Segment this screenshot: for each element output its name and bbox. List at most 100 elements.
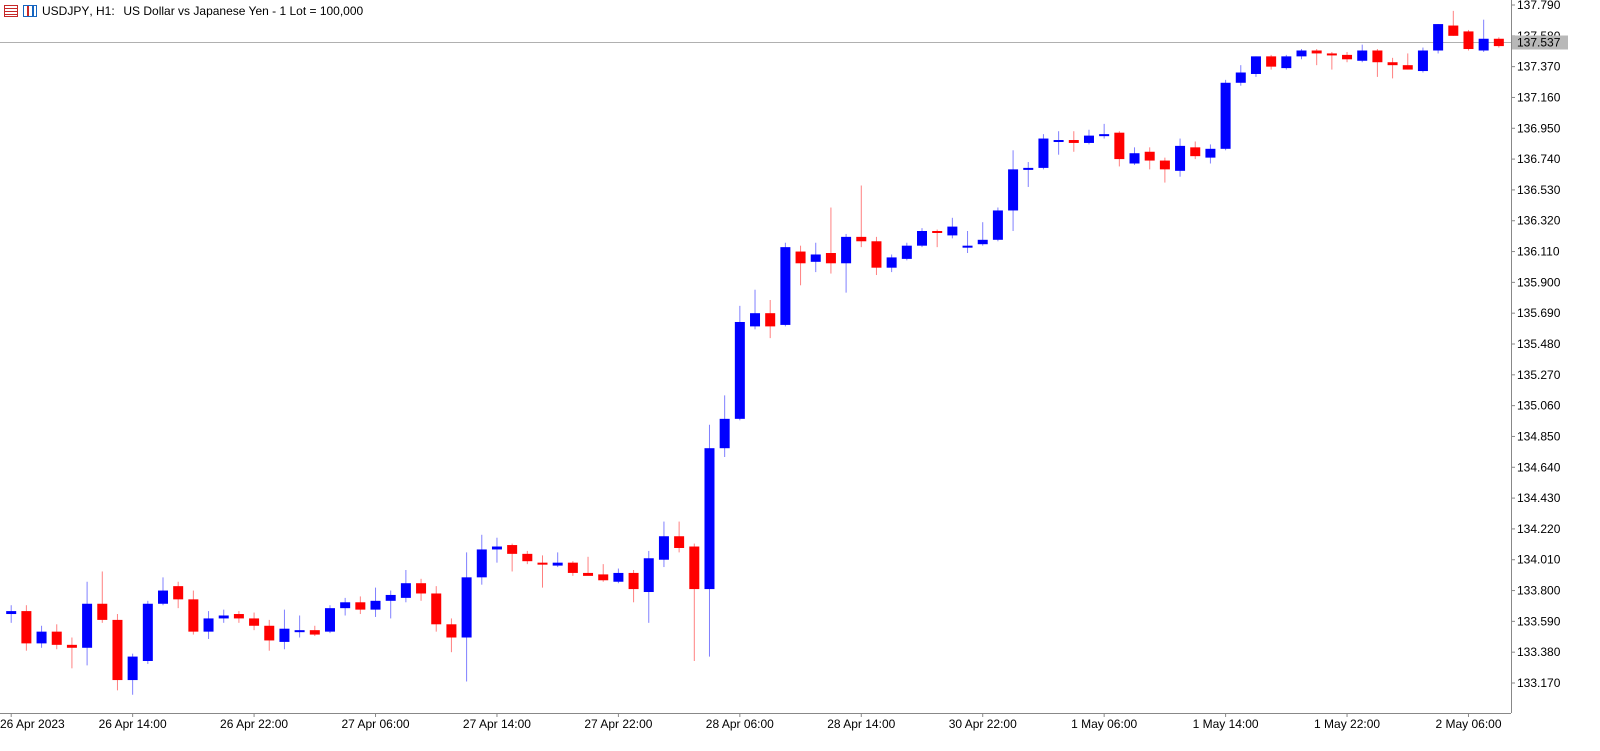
candle-body [1463, 31, 1474, 50]
candle [431, 586, 442, 632]
candle [901, 242, 912, 261]
candle-body [1493, 38, 1504, 47]
candle [1266, 54, 1277, 70]
candle [370, 587, 381, 617]
candle-body [6, 611, 17, 615]
symbol-description: US Dollar vs Japanese Yen - 1 Lot = 100,… [123, 4, 364, 18]
candle [658, 521, 669, 568]
candle-body [1099, 134, 1110, 137]
candle-body [567, 562, 578, 573]
candle [1205, 144, 1216, 164]
candle [1311, 49, 1322, 66]
candle-body [780, 247, 791, 325]
candle [355, 596, 366, 615]
current-price-tag: 137.537 [1512, 35, 1568, 50]
price-axis[interactable]: 137.790137.580137.370137.160136.950136.7… [1511, 0, 1561, 690]
candle [598, 564, 609, 582]
chart-header: USDJPY, H1: US Dollar vs Japanese Yen - … [4, 3, 363, 19]
candle-body [719, 418, 730, 449]
candle-body [324, 608, 335, 632]
candle [1053, 131, 1064, 155]
price-tick-label: 135.060 [1517, 399, 1561, 413]
candle [51, 624, 62, 650]
candle [1493, 37, 1504, 48]
candle-body [385, 594, 396, 601]
price-tick-label: 136.110 [1517, 245, 1560, 259]
candle-body [431, 593, 442, 625]
candle [795, 245, 806, 286]
candle [1281, 54, 1292, 70]
candle-body [218, 615, 229, 619]
candle-body [36, 631, 47, 644]
candle-body [658, 536, 669, 560]
time-tick-label: 26 Apr 2023 [0, 717, 65, 731]
time-tick-label: 26 Apr 22:00 [220, 717, 288, 731]
candle-body [1114, 132, 1125, 160]
candle-body [1433, 24, 1444, 51]
candle [158, 577, 168, 606]
candle-body [750, 313, 761, 327]
price-tick-label: 134.430 [1517, 491, 1561, 505]
price-tick-label: 134.010 [1517, 553, 1561, 567]
candle-body [825, 253, 836, 264]
candle-body [1175, 145, 1186, 171]
candle-body [112, 619, 123, 681]
candle [1235, 65, 1246, 86]
candle-body [1281, 56, 1292, 69]
candle-body [446, 624, 457, 638]
candle [1008, 150, 1019, 231]
price-tick-label: 135.900 [1517, 275, 1561, 289]
candle-body [552, 562, 563, 566]
candle [1402, 53, 1413, 70]
candle-body [1402, 65, 1413, 70]
candle [112, 614, 123, 691]
current-price-label: 137.537 [1517, 36, 1561, 50]
candle-body [871, 241, 882, 268]
candle [1342, 51, 1353, 63]
list-icon[interactable] [4, 5, 18, 17]
candle-body [1387, 62, 1398, 66]
candle-body [1159, 160, 1170, 170]
time-tick-label: 27 Apr 22:00 [584, 717, 652, 731]
bar-chart-icon[interactable] [23, 5, 37, 17]
candle-body [507, 545, 518, 554]
candle-body [491, 546, 502, 550]
price-tick-label: 135.270 [1517, 368, 1561, 382]
candle [917, 228, 927, 248]
candle [537, 555, 548, 588]
candle [856, 185, 867, 248]
candle [97, 571, 108, 623]
candle-body [1205, 148, 1216, 158]
candle-body [21, 611, 32, 644]
candle [1463, 29, 1474, 51]
candle [82, 581, 93, 666]
candle [385, 590, 396, 619]
price-tick-label: 133.380 [1517, 645, 1561, 659]
candle [1296, 49, 1307, 60]
candle [249, 612, 260, 631]
time-axis[interactable]: 26 Apr 2023 26 Apr 14:00 26 Apr 22:00 27 Ap… [0, 713, 1502, 731]
candle-body [522, 553, 533, 562]
candle [841, 233, 852, 293]
symbol-label: USDJPY [42, 4, 90, 18]
candle [780, 242, 791, 327]
time-tick-label: 1 May 22:00 [1314, 717, 1380, 731]
candle [871, 236, 882, 276]
candle [127, 653, 138, 695]
candle [1433, 24, 1444, 54]
time-tick-label: 26 Apr 14:00 [99, 717, 167, 731]
time-tick-label: 28 Apr 14:00 [827, 717, 895, 731]
price-tick-label: 137.370 [1517, 60, 1561, 74]
candle [947, 217, 958, 239]
candle [400, 570, 411, 603]
candle-body [233, 614, 244, 619]
time-tick-label: 27 Apr 14:00 [463, 717, 531, 731]
candle [1175, 138, 1186, 177]
candle-body [1311, 50, 1322, 54]
candle [1387, 57, 1398, 79]
candle [1083, 129, 1094, 145]
candle-body [82, 603, 93, 648]
candle [233, 611, 244, 623]
candle [1417, 47, 1428, 73]
